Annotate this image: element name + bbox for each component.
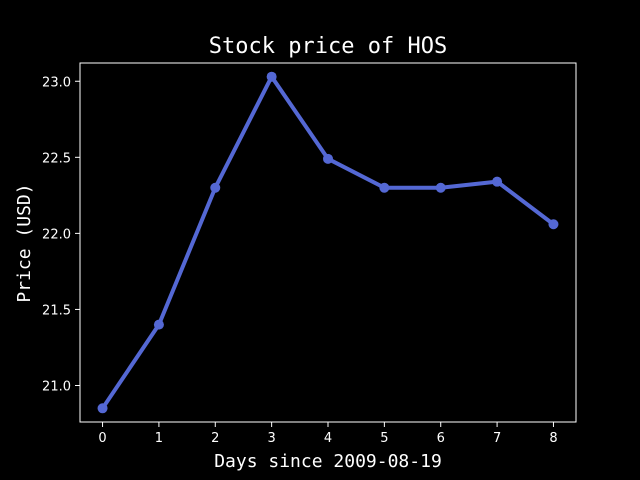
data-point xyxy=(323,153,333,164)
data-point xyxy=(153,319,164,330)
data-point xyxy=(492,176,503,187)
x-tick-label: 1 xyxy=(155,431,163,446)
data-point xyxy=(266,71,277,82)
x-tick-label: 0 xyxy=(98,431,106,446)
y-tick-label: 21.5 xyxy=(42,303,71,318)
data-point xyxy=(435,182,446,193)
y-axis: 21.0 21.5 22.0 22.5 23.0 xyxy=(42,75,80,394)
data-point xyxy=(548,219,559,230)
y-tick-label: 22.0 xyxy=(42,227,71,242)
x-tick-label: 2 xyxy=(211,431,219,446)
y-tick-label: 21.0 xyxy=(42,379,71,394)
x-tick-label: 3 xyxy=(267,431,275,446)
x-tick-label: 6 xyxy=(437,431,445,446)
x-axis: 0 1 2 3 4 5 6 7 8 xyxy=(98,422,558,446)
y-tick-label: 23.0 xyxy=(42,75,71,90)
chart-title: Stock price of HOS xyxy=(209,34,447,59)
x-tick-label: 5 xyxy=(380,431,388,446)
x-tick-label: 4 xyxy=(324,431,332,446)
y-axis-label: Price (USD) xyxy=(14,183,35,302)
y-tick-label: 22.5 xyxy=(42,151,71,166)
data-point xyxy=(97,403,108,414)
series-layer xyxy=(97,71,559,414)
data-point xyxy=(379,182,390,193)
x-axis-label: Days since 2009-08-19 xyxy=(214,451,442,472)
data-point xyxy=(210,182,221,193)
x-tick-label: 7 xyxy=(493,431,501,446)
x-tick-label: 8 xyxy=(549,431,557,446)
